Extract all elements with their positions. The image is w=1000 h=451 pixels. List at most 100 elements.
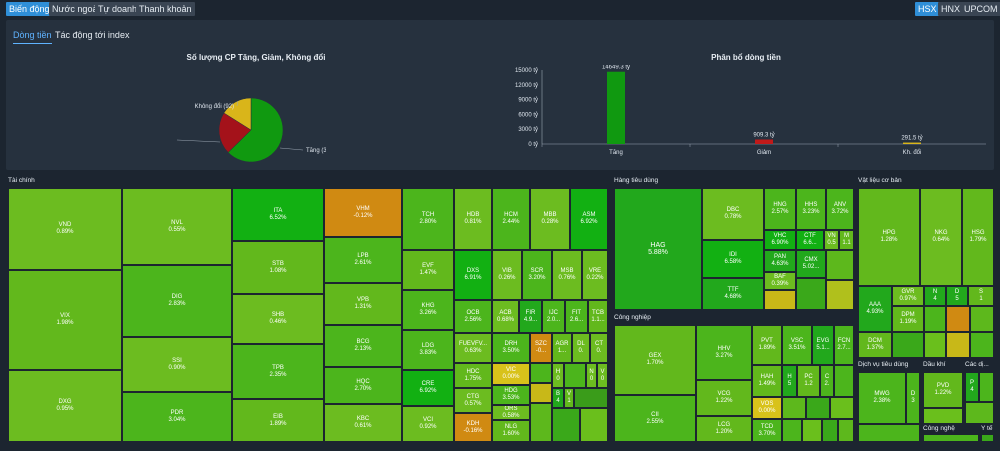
stock-tile-small[interactable] xyxy=(979,372,994,402)
stock-tile[interactable]: DXS 6.91% xyxy=(454,250,492,300)
stock-tile[interactable]: VN 0.5 xyxy=(824,230,839,250)
stock-tile-small[interactable] xyxy=(858,424,920,442)
stock-tile[interactable]: ITA 6.52% xyxy=(232,188,324,241)
stock-tile[interactable]: DXG 0.95% xyxy=(8,370,122,442)
stock-tile[interactable]: GEX 1.70% xyxy=(614,325,696,395)
stock-tile[interactable]: LPB 2.61% xyxy=(324,237,402,283)
stock-tile[interactable]: ASM 6.92% xyxy=(570,188,608,250)
stock-tile-small[interactable] xyxy=(552,408,580,442)
stock-tile[interactable]: HSG 1.79% xyxy=(962,188,994,286)
stock-tile[interactable]: BAF 0.39% xyxy=(764,272,796,290)
stock-tile[interactable]: HQC 2.70% xyxy=(324,367,402,404)
stock-tile[interactable]: HHV 3.27% xyxy=(696,325,752,380)
stock-tile[interactable]: SSI 0.90% xyxy=(122,337,232,392)
stock-tile-small[interactable] xyxy=(782,419,802,442)
tab-tu-doanh[interactable]: Tự doanh xyxy=(95,2,141,16)
stock-tile[interactable]: TTF 4.68% xyxy=(702,278,764,310)
stock-tile[interactable]: VHM -0.12% xyxy=(324,188,402,237)
stock-tile-small[interactable] xyxy=(802,419,822,442)
stock-tile[interactable]: HHS 3.23% xyxy=(796,188,826,230)
stock-tile[interactable]: FUEVFV... 0.63% xyxy=(454,333,492,363)
stock-tile[interactable]: CT 0. xyxy=(590,333,608,363)
stock-tile[interactable]: EIB 1.89% xyxy=(232,399,324,442)
stock-tile-small[interactable] xyxy=(530,403,552,442)
stock-tile[interactable]: HDB 0.81% xyxy=(454,188,492,250)
stock-tile[interactable]: PC 1.2 xyxy=(797,365,820,397)
stock-tile-small[interactable] xyxy=(923,434,979,442)
stock-tile[interactable]: HNG 2.57% xyxy=(764,188,796,230)
stock-tile[interactable]: VHC 6.90% xyxy=(764,230,796,250)
stock-tile-small[interactable] xyxy=(924,332,946,358)
stock-tile[interactable]: HDC 1.75% xyxy=(454,363,492,388)
stock-tile[interactable]: HPG 1.28% xyxy=(858,188,920,286)
stock-tile[interactable]: VIC 0.00% xyxy=(492,363,530,385)
stock-tile-small[interactable] xyxy=(826,280,854,310)
stock-tile[interactable]: PDR 3.04% xyxy=(122,392,232,442)
stock-tile[interactable]: VRE 0.22% xyxy=(582,250,608,300)
stock-tile[interactable]: CTF 6.6... xyxy=(796,230,824,250)
stock-tile-small[interactable] xyxy=(838,419,854,442)
stock-tile[interactable]: GVR 0.97% xyxy=(892,286,924,306)
stock-tile[interactable]: DCM 1.37% xyxy=(858,332,892,358)
exchange-hnx[interactable]: HNX xyxy=(938,2,964,16)
stock-tile[interactable]: HAH 1.49% xyxy=(752,365,782,397)
stock-tile-small[interactable] xyxy=(970,306,994,332)
stock-tile[interactable]: IJC 2.0... xyxy=(542,300,565,333)
stock-tile[interactable]: AGR 1... xyxy=(552,333,572,363)
subtab-dong-tien[interactable]: Dòng tiền xyxy=(13,30,52,44)
stock-tile[interactable]: FCN 2.7... xyxy=(834,325,854,365)
stock-tile-small[interactable] xyxy=(782,397,806,419)
stock-tile[interactable]: C 2. xyxy=(820,365,834,397)
tab-thanh-khoan[interactable]: Thanh khoản xyxy=(136,2,195,16)
stock-tile[interactable]: EVG 5.1... xyxy=(812,325,834,365)
stock-tile[interactable]: SHB 0.46% xyxy=(232,294,324,344)
stock-tile[interactable]: OCB 2.56% xyxy=(454,300,492,333)
stock-tile[interactable]: DL 0. xyxy=(572,333,590,363)
stock-tile[interactable]: CTG 0.57% xyxy=(454,388,492,413)
stock-tile[interactable]: PAN 4.63% xyxy=(764,250,796,272)
stock-tile-small[interactable] xyxy=(970,332,994,358)
stock-tile[interactable]: VCG 1.22% xyxy=(696,380,752,416)
stock-tile[interactable]: VCI 0.92% xyxy=(402,406,454,442)
stock-tile[interactable]: CII 2.55% xyxy=(614,395,696,442)
stock-tile[interactable]: IDI 6.58% xyxy=(702,240,764,278)
stock-tile-small[interactable] xyxy=(924,306,946,332)
stock-tile[interactable]: ORS 0.58% xyxy=(492,405,530,420)
stock-tile[interactable]: EVF 1.47% xyxy=(402,250,454,290)
stock-tile-small[interactable] xyxy=(530,363,552,383)
stock-tile[interactable]: HDG 3.53% xyxy=(492,385,530,405)
stock-tile[interactable]: SZC -0... xyxy=(530,333,552,363)
exchange-hsx[interactable]: HSX xyxy=(915,2,940,16)
stock-tile[interactable]: NVL 0.55% xyxy=(122,188,232,265)
stock-tile[interactable]: TCB 1.1... xyxy=(588,300,608,333)
stock-tile[interactable]: ACB 0.68% xyxy=(492,300,519,333)
stock-tile[interactable]: MWG 2.38% xyxy=(858,372,906,424)
stock-tile-small[interactable] xyxy=(923,408,963,424)
tab-nuoc-ngoai[interactable]: Nước ngoài xyxy=(49,2,103,16)
stock-tile-small[interactable] xyxy=(574,388,608,408)
stock-tile-small[interactable] xyxy=(806,397,830,419)
stock-tile-small[interactable] xyxy=(892,332,924,358)
subtab-tac-dong[interactable]: Tác động tới index xyxy=(55,30,130,40)
stock-tile[interactable]: STB 1.08% xyxy=(232,241,324,294)
stock-tile[interactable]: VOS 0.00% xyxy=(752,397,782,419)
stock-tile-small[interactable] xyxy=(796,278,826,310)
stock-tile-small[interactable] xyxy=(834,365,854,397)
tab-bien-dong[interactable]: Biến động xyxy=(6,2,53,16)
stock-tile[interactable]: SCR 3.20% xyxy=(522,250,552,300)
stock-tile[interactable]: CRE 6.92% xyxy=(402,370,454,406)
stock-tile-small[interactable] xyxy=(564,363,586,388)
stock-tile[interactable]: M 1.1 xyxy=(839,230,854,250)
stock-tile[interactable]: ANV 3.72% xyxy=(826,188,854,230)
stock-tile-small[interactable] xyxy=(822,419,838,442)
stock-tile-small[interactable] xyxy=(826,250,854,280)
